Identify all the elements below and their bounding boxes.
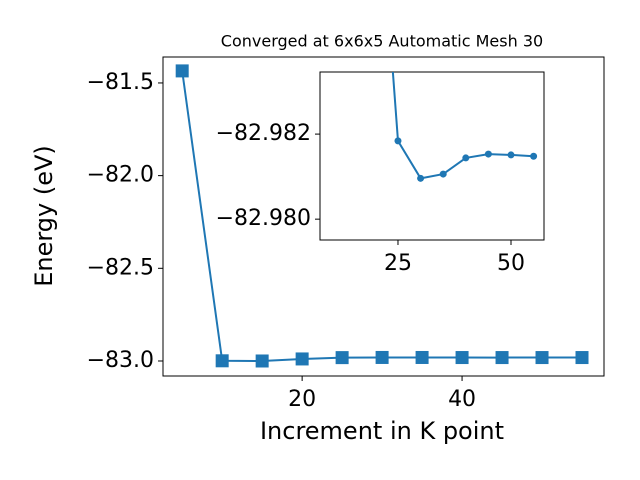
marker [462,154,470,162]
marker [255,354,269,368]
marker [439,170,447,178]
y-tick-label: −83.0 [87,348,154,373]
marker [417,174,425,182]
marker [455,351,469,365]
marker [215,354,229,368]
series-line [391,72,534,180]
marker [175,64,189,78]
chart-title: Converged at 6x6x5 Automatic Mesh 30 [221,32,543,51]
marker [375,350,389,364]
x-tick-label: 50 [497,251,525,276]
marker [530,152,538,160]
x-tick-label: 40 [448,387,476,412]
y-tick-label: −82.5 [87,255,154,280]
plot-layer [391,72,538,182]
marker [535,351,549,365]
y-tick-label: −82.0 [87,163,154,188]
plot-layer [175,64,589,368]
x-axis-label: Increment in K point [260,417,504,445]
x-tick-label: 25 [384,251,412,276]
x-tick-label: 20 [288,387,316,412]
plot-area [319,71,545,241]
y-tick-label: −82.982 [216,121,311,146]
marker [335,351,349,365]
marker [495,351,509,365]
marker [484,150,492,158]
y-axis-label: Energy (eV) [30,145,58,287]
marker [575,351,589,365]
y-tick-label: −82.980 [216,206,311,231]
marker [295,352,309,366]
marker [394,137,402,145]
y-tick-label: −81.5 [87,70,154,95]
marker [507,151,515,159]
marker [415,350,429,364]
